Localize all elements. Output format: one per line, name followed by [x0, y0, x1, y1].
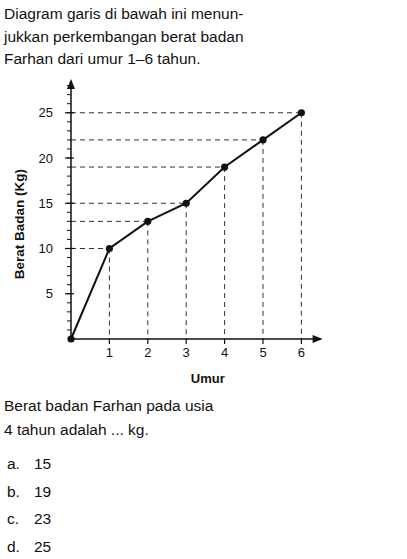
- question-text: 4 tahun adalah ... kg.: [4, 421, 149, 438]
- y-minor-tick: [67, 130, 71, 131]
- grid-line-v: [109, 249, 110, 340]
- y-minor-tick: [67, 329, 71, 330]
- y-minor-tick: [67, 239, 71, 240]
- y-minor-tick: [67, 121, 71, 122]
- grid-line-v: [263, 140, 264, 339]
- y-minor-tick: [67, 302, 71, 303]
- data-point: [221, 163, 228, 170]
- y-tick-label: 20: [39, 151, 53, 166]
- intro-text: Diagram garis di bawah ini menun-: [4, 5, 244, 22]
- y-tick: [65, 203, 74, 204]
- x-tick: [109, 339, 110, 344]
- y-minor-tick: [67, 257, 71, 258]
- y-minor-tick: [67, 311, 71, 312]
- y-tick-label: 5: [46, 286, 53, 301]
- y-tick-label: 15: [39, 196, 53, 211]
- option-letter: b.: [7, 483, 20, 500]
- y-tick-label: 25: [39, 105, 53, 120]
- grid-line-h: [71, 139, 263, 140]
- y-minor-tick: [67, 284, 71, 285]
- y-minor-tick: [67, 103, 71, 104]
- y-minor-tick: [67, 212, 71, 213]
- grid-line-h: [71, 248, 109, 249]
- grid-line-h: [71, 221, 148, 222]
- grid-line-h: [71, 203, 186, 204]
- data-point: [144, 218, 151, 225]
- y-minor-tick: [67, 230, 71, 231]
- y-minor-tick: [67, 320, 71, 321]
- y-axis-label: Berat Badan (Kg): [12, 169, 27, 279]
- option-letter: c.: [7, 510, 19, 527]
- grid-line-h: [71, 112, 301, 113]
- y-minor-tick: [67, 85, 71, 86]
- x-axis: [71, 338, 321, 340]
- x-tick: [262, 339, 263, 344]
- y-minor-tick: [67, 221, 71, 222]
- option-text: 19: [34, 483, 51, 500]
- y-minor-tick: [67, 176, 71, 177]
- grid-line-v: [147, 221, 148, 339]
- data-point: [298, 109, 305, 116]
- y-minor-tick: [67, 148, 71, 149]
- y-tick: [65, 293, 74, 294]
- data-point: [106, 245, 113, 252]
- y-minor-tick: [67, 194, 71, 195]
- y-minor-tick: [67, 248, 71, 249]
- y-minor-tick: [67, 293, 71, 294]
- x-tick-label: 1: [106, 345, 113, 360]
- y-minor-tick: [67, 185, 71, 186]
- grid-line-v: [301, 113, 302, 339]
- y-minor-tick: [67, 94, 71, 95]
- x-tick: [147, 339, 148, 344]
- data-point: [259, 136, 266, 143]
- y-axis-arrow: [67, 79, 75, 89]
- y-minor-tick: [67, 275, 71, 276]
- x-tick-label: 6: [298, 345, 305, 360]
- y-tick: [65, 157, 74, 158]
- y-minor-tick: [67, 112, 71, 113]
- y-minor-tick: [67, 266, 71, 267]
- x-tick: [301, 339, 302, 344]
- grid-line-v: [186, 203, 187, 339]
- y-axis: [70, 81, 72, 339]
- x-axis-arrow: [313, 335, 323, 343]
- intro-text: jukkan perkembangan berat badan: [3, 28, 244, 45]
- option-text: 23: [34, 510, 51, 527]
- y-tick: [65, 248, 74, 249]
- option-text: 25: [34, 538, 51, 555]
- x-tick: [224, 339, 225, 344]
- x-tick-label: 3: [183, 345, 190, 360]
- x-tick-label: 2: [144, 345, 151, 360]
- intro-text: Farhan dari umur 1–6 tahun.: [4, 50, 200, 67]
- x-tick-label: 5: [259, 345, 266, 360]
- grid-line-h: [71, 167, 225, 168]
- x-tick: [186, 339, 187, 344]
- page: Diagram garis di bawah ini menun-jukkan …: [0, 0, 407, 559]
- question-text: Berat badan Farhan pada usia: [4, 397, 214, 414]
- y-tick: [65, 112, 74, 113]
- option-letter: d.: [7, 538, 20, 555]
- data-point: [183, 200, 190, 207]
- data-line: [71, 113, 301, 339]
- option-text: 15: [34, 455, 51, 472]
- y-minor-tick: [67, 139, 71, 140]
- x-axis-label: Umur: [191, 371, 225, 386]
- y-minor-tick: [67, 167, 71, 168]
- grid-line-v: [224, 167, 225, 339]
- y-minor-tick: [67, 158, 71, 159]
- y-minor-tick: [67, 203, 71, 204]
- plot-area: [67, 109, 305, 342]
- y-tick-label: 10: [39, 241, 53, 256]
- option-letter: a.: [7, 455, 20, 472]
- x-tick-label: 4: [221, 345, 228, 360]
